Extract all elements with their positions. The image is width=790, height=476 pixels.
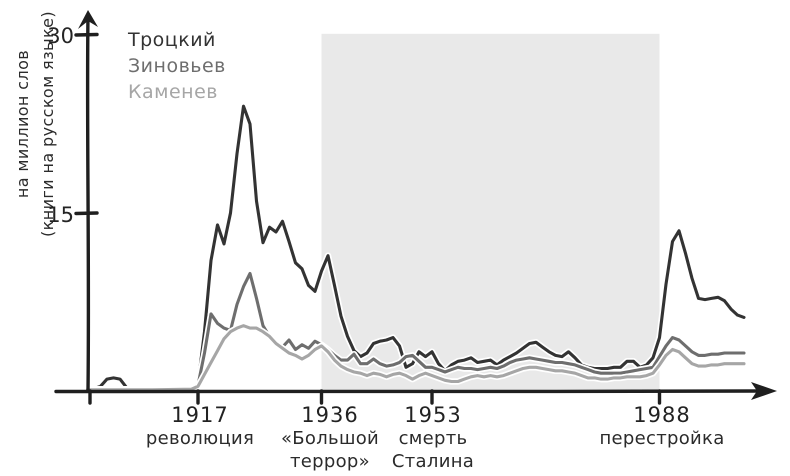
legend-item-zinoviev: Зиновьев [128, 55, 226, 77]
series-line-Каменев [85, 324, 746, 392]
x-axis-arrowhead [751, 382, 777, 400]
series-layer [84, 102, 748, 394]
x-label-1917-year: 1917 [171, 403, 229, 427]
legend-item-trotsky: Троцкий [128, 29, 216, 51]
legend-item-kamenev: Каменев [128, 81, 218, 103]
x-label-1936: 1936 «Большой террор» [281, 403, 379, 473]
x-axis-line [54, 389, 763, 394]
x-label-1988: 1988 перестройка [599, 403, 724, 450]
x-label-1953-year: 1953 [404, 403, 462, 427]
x-label-1936-caption2: террор» [290, 451, 370, 472]
censorship-era-shading [321, 33, 660, 392]
y-tick-30 [74, 32, 99, 37]
y-axis-arrowhead [78, 10, 98, 29]
x-label-1936-year: 1936 [301, 403, 359, 427]
y-tick-label-15: 15 [47, 203, 74, 227]
y-tick-label-30: 30 [47, 24, 74, 48]
x-label-1917: 1917 революция [146, 403, 254, 450]
x-label-1953-caption2: Сталина [391, 451, 475, 472]
x-label-1988-year: 1988 [633, 403, 691, 427]
legend: Троцкий Зиновьев Каменев [128, 27, 226, 105]
axes [54, 10, 777, 405]
x-label-1936-caption: «Большой [280, 428, 380, 449]
y-tick-15 [74, 211, 99, 216]
x-label-1988-caption: перестройка [599, 428, 725, 449]
x-label-1917-caption: революция [145, 428, 255, 449]
x-label-1953-caption: смерть [398, 428, 468, 449]
y-axis-line [85, 14, 91, 393]
x-label-1953: 1953 смерть Сталина [392, 403, 474, 473]
